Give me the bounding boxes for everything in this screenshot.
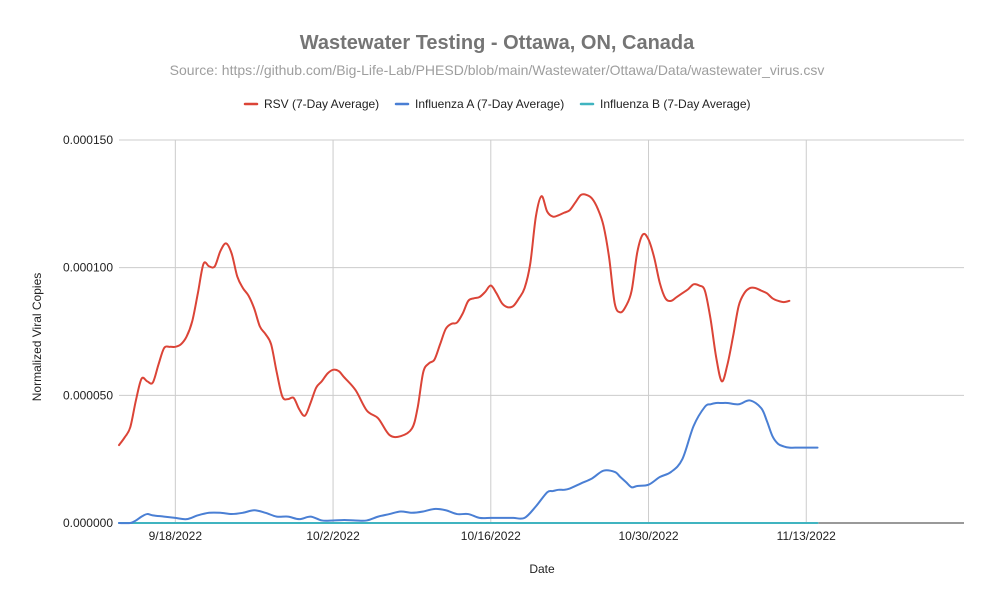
y-axis-label: Normalized Viral Copies <box>30 273 44 402</box>
x-tick-label: 9/18/2022 <box>149 529 203 543</box>
y-axis-ticks: 0.000000 0.000050 0.000100 0.000150 <box>63 133 113 530</box>
y-tick-label: 0.000100 <box>63 261 113 275</box>
series-line-rsv <box>118 193 791 447</box>
x-tick-label: 11/13/2022 <box>777 529 836 543</box>
x-tick-label: 10/16/2022 <box>461 529 521 543</box>
legend: RSV (7-Day Average) Influenza A (7-Day Av… <box>243 97 751 111</box>
x-tick-label: 10/30/2022 <box>619 529 679 543</box>
legend-label: RSV (7-Day Average) <box>264 97 379 111</box>
legend-item: Influenza B (7-Day Average) <box>579 97 751 111</box>
x-tick-label: 10/2/2022 <box>306 529 360 543</box>
y-tick-label: 0.000000 <box>63 516 113 530</box>
y-tick-label: 0.000150 <box>63 133 113 147</box>
legend-label: Influenza B (7-Day Average) <box>600 97 751 111</box>
series-lines <box>118 193 819 525</box>
x-axis-label: Date <box>529 562 555 576</box>
legend-item: Influenza A (7-Day Average) <box>394 97 564 111</box>
y-tick-label: 0.000050 <box>63 388 113 402</box>
legend-item: RSV (7-Day Average) <box>243 97 379 111</box>
series-line-influenza-a <box>118 399 819 525</box>
chart-title: Wastewater Testing - Ottawa, ON, Canada <box>300 32 695 54</box>
legend-label: Influenza A (7-Day Average) <box>415 97 564 111</box>
x-axis-ticks: 9/18/2022 10/2/2022 10/16/2022 10/30/2022 11… <box>149 529 837 543</box>
chart-subtitle: Source: https://github.com/Big-Life-Lab/… <box>170 62 825 78</box>
